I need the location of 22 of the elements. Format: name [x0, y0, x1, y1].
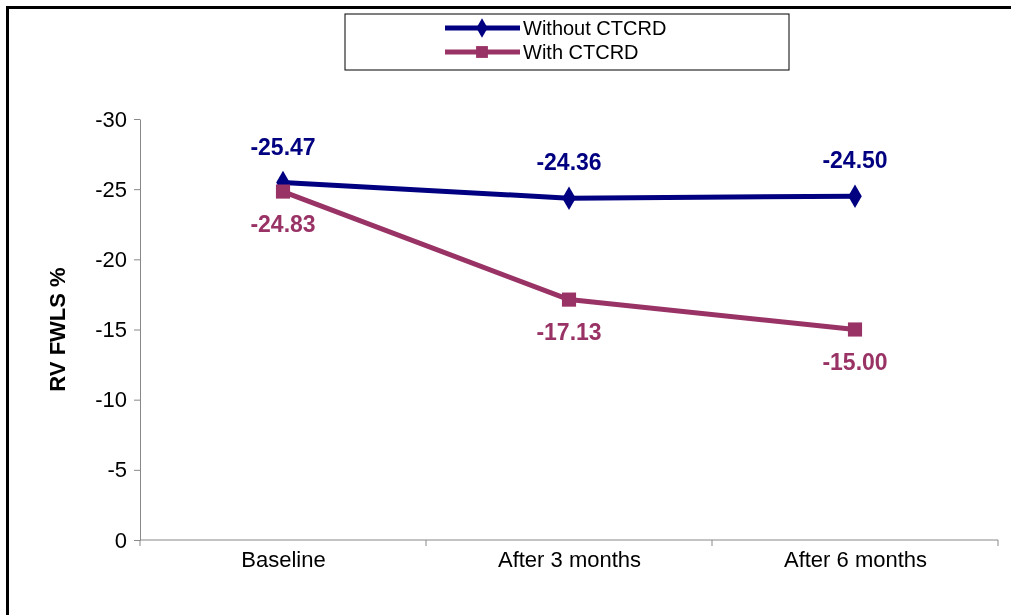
data-label: -15.00 — [822, 348, 888, 375]
y-tick-label: -10 — [95, 387, 127, 413]
y-axis-title: RV FWLS % — [45, 267, 70, 392]
point — [275, 184, 291, 199]
data-label: -25.47 — [250, 133, 316, 160]
y-tick-label: -20 — [95, 246, 127, 272]
x-tick-label: Baseline — [241, 547, 326, 573]
y-tick-label: -5 — [107, 457, 127, 483]
y-tick-label: 0 — [114, 527, 127, 553]
data-label: -17.13 — [536, 318, 602, 345]
y-tick-label: -25 — [95, 176, 127, 202]
x-tick-label: After 3 months — [497, 547, 642, 573]
y-tick-label: -15 — [95, 317, 127, 343]
point — [561, 292, 577, 307]
data-label: -24.50 — [822, 147, 888, 174]
legend-label: Without CTCRD — [523, 17, 667, 39]
legend-label: With CTCRD — [523, 41, 639, 63]
point — [847, 322, 863, 337]
data-label: -24.83 — [250, 210, 316, 237]
data-label: -24.36 — [536, 149, 602, 176]
x-tick-label: After 6 months — [783, 547, 928, 573]
y-tick-label: -30 — [95, 106, 127, 132]
